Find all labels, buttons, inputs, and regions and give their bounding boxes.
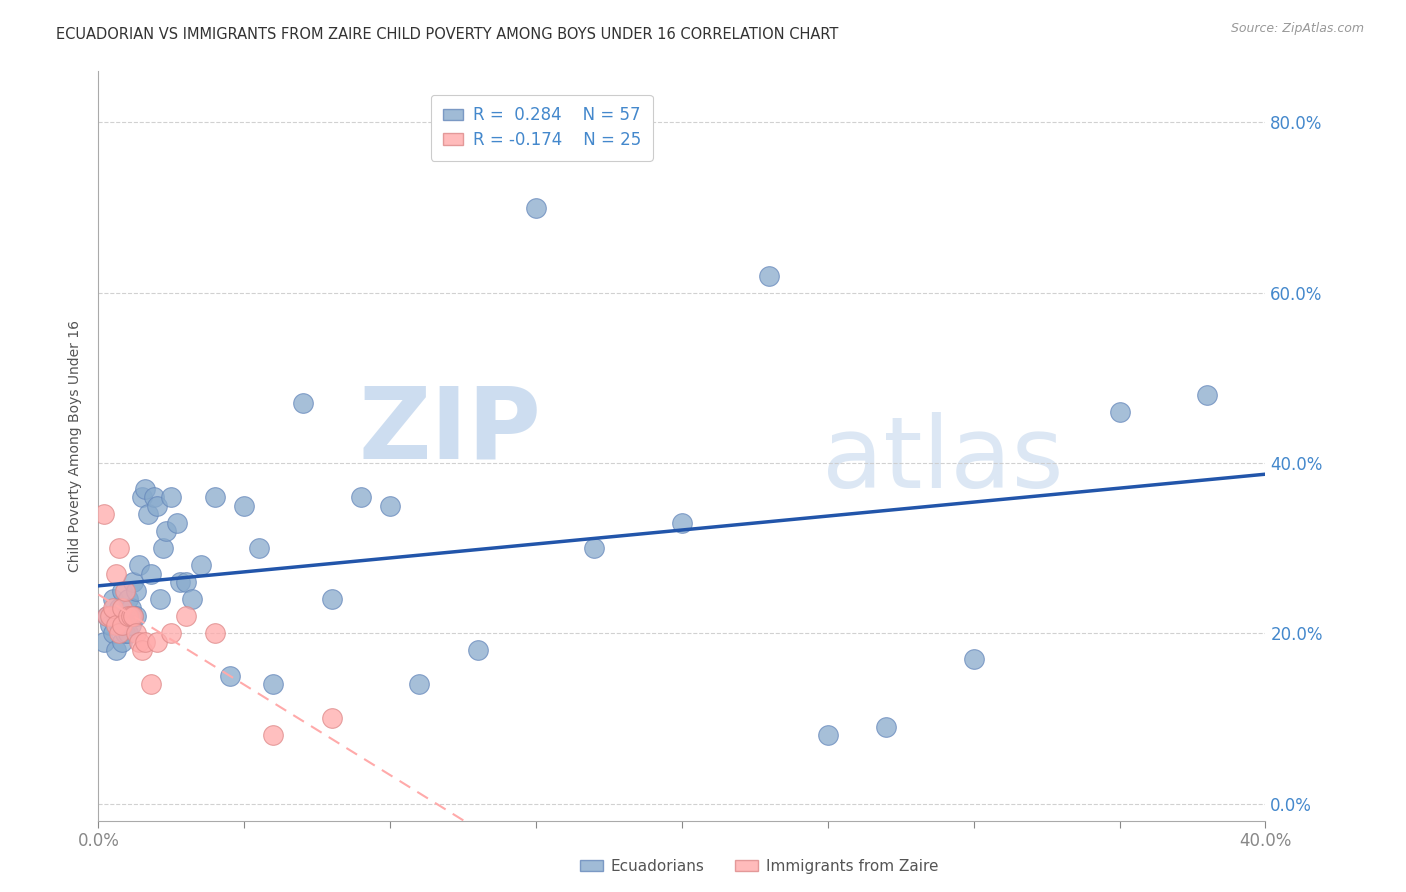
Point <box>125 583 148 598</box>
Point <box>104 643 127 657</box>
Point <box>98 617 121 632</box>
Legend: Ecuadorians, Immigrants from Zaire: Ecuadorians, Immigrants from Zaire <box>574 853 945 880</box>
Point <box>122 575 145 590</box>
Point <box>120 600 142 615</box>
Point <box>117 592 139 607</box>
Text: atlas: atlas <box>823 412 1063 509</box>
Point <box>160 490 183 504</box>
Point <box>408 677 430 691</box>
Point <box>142 490 165 504</box>
Point <box>114 583 136 598</box>
Point <box>117 626 139 640</box>
Point <box>321 592 343 607</box>
Point <box>96 609 118 624</box>
Point <box>262 729 284 743</box>
Point <box>875 720 897 734</box>
Point <box>125 609 148 624</box>
Point <box>204 490 226 504</box>
Point <box>467 643 489 657</box>
Point <box>131 490 153 504</box>
Point <box>101 626 124 640</box>
Point <box>134 635 156 649</box>
Point <box>218 669 240 683</box>
Point <box>104 617 127 632</box>
Text: ZIP: ZIP <box>359 383 541 480</box>
Point <box>93 507 115 521</box>
Point <box>1195 388 1218 402</box>
Point <box>155 524 177 538</box>
Point <box>671 516 693 530</box>
Point <box>122 609 145 624</box>
Point <box>108 541 131 556</box>
Point <box>111 583 134 598</box>
Point <box>350 490 373 504</box>
Point <box>122 609 145 624</box>
Point <box>160 626 183 640</box>
Point <box>321 711 343 725</box>
Point <box>111 635 134 649</box>
Point <box>117 609 139 624</box>
Point <box>111 617 134 632</box>
Point <box>1108 405 1130 419</box>
Point <box>146 499 169 513</box>
Point <box>190 558 212 573</box>
Point <box>108 617 131 632</box>
Point <box>96 609 118 624</box>
Point <box>93 635 115 649</box>
Point <box>98 609 121 624</box>
Point <box>291 396 314 410</box>
Point <box>149 592 172 607</box>
Point <box>114 609 136 624</box>
Point <box>139 677 162 691</box>
Point <box>101 600 124 615</box>
Point <box>233 499 256 513</box>
Point <box>136 507 159 521</box>
Point <box>125 626 148 640</box>
Point <box>108 600 131 615</box>
Point <box>204 626 226 640</box>
Point <box>104 609 127 624</box>
Point <box>817 729 839 743</box>
Point <box>380 499 402 513</box>
Point <box>131 643 153 657</box>
Point <box>174 575 197 590</box>
Y-axis label: Child Poverty Among Boys Under 16: Child Poverty Among Boys Under 16 <box>69 320 83 572</box>
Point <box>180 592 202 607</box>
Point <box>152 541 174 556</box>
Point <box>114 626 136 640</box>
Point <box>169 575 191 590</box>
Point <box>139 566 162 581</box>
Point <box>166 516 188 530</box>
Text: Source: ZipAtlas.com: Source: ZipAtlas.com <box>1230 22 1364 36</box>
Legend: R =  0.284    N = 57, R = -0.174    N = 25: R = 0.284 N = 57, R = -0.174 N = 25 <box>432 95 652 161</box>
Point <box>101 592 124 607</box>
Point <box>128 558 150 573</box>
Point <box>111 600 134 615</box>
Point <box>758 268 780 283</box>
Point <box>128 635 150 649</box>
Point <box>962 652 984 666</box>
Point <box>108 626 131 640</box>
Point <box>583 541 606 556</box>
Point <box>120 617 142 632</box>
Point <box>247 541 270 556</box>
Text: ECUADORIAN VS IMMIGRANTS FROM ZAIRE CHILD POVERTY AMONG BOYS UNDER 16 CORRELATIO: ECUADORIAN VS IMMIGRANTS FROM ZAIRE CHIL… <box>56 27 838 42</box>
Point <box>262 677 284 691</box>
Point <box>146 635 169 649</box>
Point <box>524 201 547 215</box>
Point <box>174 609 197 624</box>
Point <box>134 482 156 496</box>
Point <box>120 609 142 624</box>
Point <box>104 566 127 581</box>
